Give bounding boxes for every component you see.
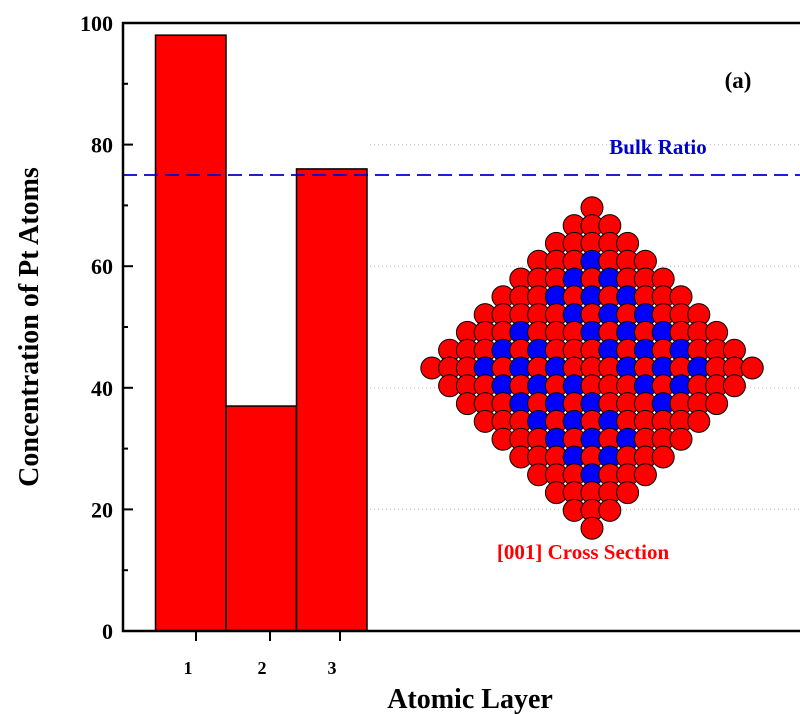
bar-3 — [295, 168, 368, 632]
bar-1 — [154, 34, 227, 632]
atom-red — [669, 427, 693, 451]
bars — [154, 34, 368, 632]
x-tick-label: 3 — [328, 658, 337, 678]
y-tick-label: 80 — [91, 133, 113, 158]
atom-red — [687, 409, 711, 433]
atom-red — [722, 374, 746, 398]
x-axis-title: Atomic Layer — [387, 684, 553, 714]
y-tick-label: 40 — [91, 376, 113, 401]
cross-section-inset — [420, 196, 764, 540]
atom-red — [740, 356, 764, 380]
atom-red — [633, 463, 657, 487]
bar-2 — [225, 405, 298, 632]
y-axis-title: Concentration of Pt Atoms — [14, 167, 45, 487]
y-tick-label: 20 — [91, 497, 113, 522]
y-tick-label: 60 — [91, 254, 113, 279]
panel-label: (a) — [725, 68, 752, 93]
atom-red — [598, 498, 622, 522]
x-tick-label: 1 — [184, 658, 193, 678]
y-tick-label: 100 — [80, 11, 113, 36]
y-tick-label: 0 — [102, 619, 113, 644]
y-axis-ticks: 0 20 40 60 80 100 — [80, 11, 133, 644]
atom-red — [580, 516, 604, 540]
atom-red — [705, 392, 729, 416]
inset-caption: [001] Cross Section — [497, 540, 670, 564]
reference-line-label: Bulk Ratio — [609, 135, 706, 159]
x-axis-ticks: 1 2 3 — [184, 631, 341, 678]
atom-red — [651, 445, 675, 469]
atom-red — [616, 481, 640, 505]
x-tick-label: 2 — [258, 658, 267, 678]
